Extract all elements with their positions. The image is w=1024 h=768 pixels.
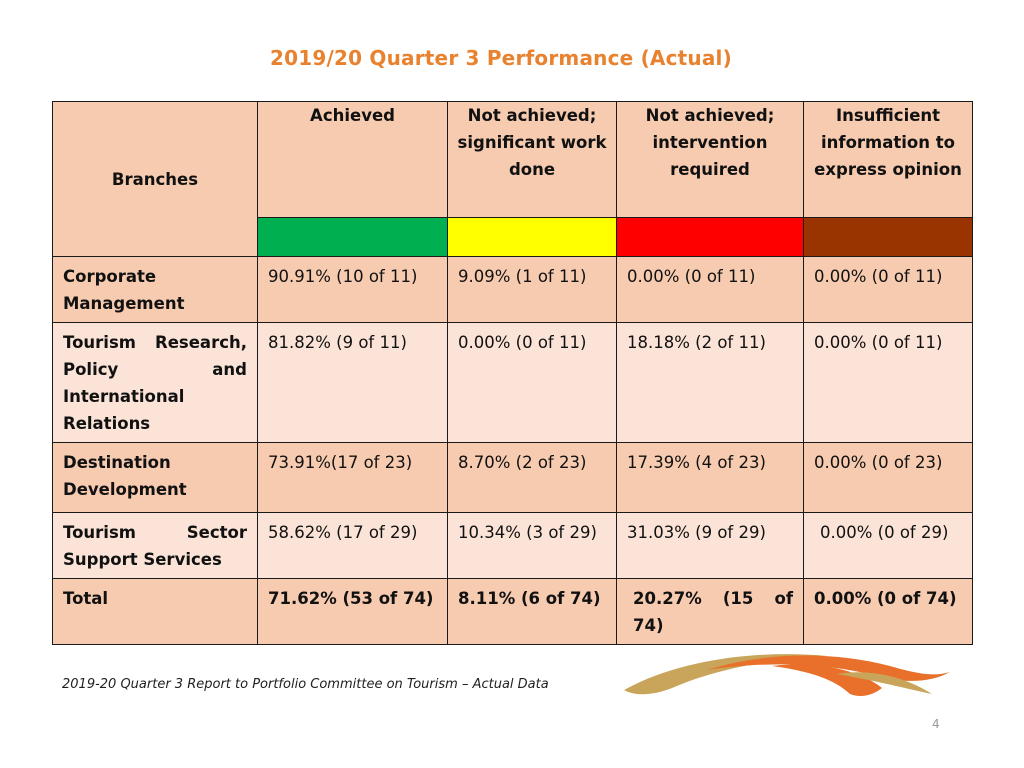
cell-not-achieved-significant: 0.00% (0 of 11) xyxy=(447,322,617,443)
swatch-insufficient-information xyxy=(803,217,973,257)
branch-name: Destination Development xyxy=(52,442,258,513)
cell-not-achieved-significant: 9.09% (1 of 11) xyxy=(447,256,617,323)
cell-not-achieved-intervention: 17.39% (4 of 23) xyxy=(616,442,804,513)
logo-swoosh-orange-1 xyxy=(707,655,950,681)
page-number: 4 xyxy=(932,717,940,731)
total-insufficient-information: 0.00% (0 of 74) xyxy=(803,578,973,645)
branch-name: Corporate Management xyxy=(52,256,258,323)
total-not-achieved-intervention: 20.27% (15 of 74) xyxy=(616,578,804,645)
header-achieved: Achieved xyxy=(257,101,448,218)
branch-name: Tourism Research, Policy and Internation… xyxy=(52,322,258,443)
swatch-achieved xyxy=(257,217,448,257)
cell-achieved: 90.91% (10 of 11) xyxy=(257,256,448,323)
total-achieved: 71.62% (53 of 74) xyxy=(257,578,448,645)
cell-insufficient-information: 0.00% (0 of 29) xyxy=(803,512,973,579)
cell-achieved: 81.82% (9 of 11) xyxy=(257,322,448,443)
footer-caption: 2019-20 Quarter 3 Report to Portfolio Co… xyxy=(62,677,549,692)
swatch-not-achieved-significant xyxy=(447,217,617,257)
table-row: Tourism Research, Policy and Internation… xyxy=(52,322,973,443)
logo-swoosh-orange-2 xyxy=(772,664,882,696)
performance-table: Branches Achieved Not achieved; signific… xyxy=(52,101,973,645)
page-title: 2019/20 Quarter 3 Performance (Actual) xyxy=(270,46,732,70)
table-row: Corporate Management 90.91% (10 of 11) 9… xyxy=(52,256,973,323)
cell-achieved: 58.62% (17 of 29) xyxy=(257,512,448,579)
cell-not-achieved-intervention: 31.03% (9 of 29) xyxy=(616,512,804,579)
cell-achieved: 73.91%(17 of 23) xyxy=(257,442,448,513)
cell-insufficient-information: 0.00% (0 of 11) xyxy=(803,322,973,443)
logo-swoosh-gold-2 xyxy=(837,672,932,694)
status-color-row xyxy=(53,217,973,257)
header-branches: Branches xyxy=(52,101,258,257)
swatch-not-achieved-intervention xyxy=(616,217,804,257)
branch-name: Tourism Sector Support Services xyxy=(52,512,258,579)
header-row: Branches Achieved Not achieved; signific… xyxy=(52,101,973,257)
logo-swoosh-gold xyxy=(624,654,827,695)
cell-not-achieved-significant: 8.70% (2 of 23) xyxy=(447,442,617,513)
table-row: Destination Development 73.91%(17 of 23)… xyxy=(52,442,973,513)
total-not-achieved-significant: 8.11% (6 of 74) xyxy=(447,578,617,645)
header-not-achieved-significant: Not achieved; significant work done xyxy=(447,101,617,218)
total-label: Total xyxy=(52,578,258,645)
table-row: Tourism Sector Support Services 58.62% (… xyxy=(52,512,973,579)
total-row: Total 71.62% (53 of 74) 8.11% (6 of 74) … xyxy=(52,578,973,645)
cell-not-achieved-significant: 10.34% (3 of 29) xyxy=(447,512,617,579)
cell-not-achieved-intervention: 0.00% (0 of 11) xyxy=(616,256,804,323)
header-insufficient-information: Insufficient information to express opin… xyxy=(803,101,973,218)
header-not-achieved-intervention: Not achieved; intervention required xyxy=(616,101,804,218)
cell-insufficient-information: 0.00% (0 of 11) xyxy=(803,256,973,323)
cell-insufficient-information: 0.00% (0 of 23) xyxy=(803,442,973,513)
swoosh-logo-icon xyxy=(624,654,950,696)
cell-not-achieved-intervention: 18.18% (2 of 11) xyxy=(616,322,804,443)
